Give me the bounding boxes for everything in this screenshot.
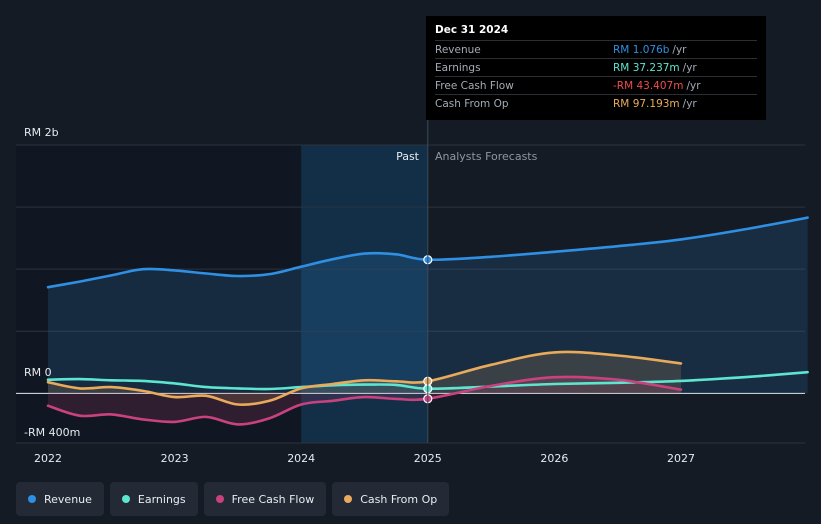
tooltip-unit: /yr — [682, 97, 697, 110]
y-label-bottom: -RM 400m — [24, 426, 80, 439]
tooltip-date: Dec 31 2024 — [435, 24, 509, 36]
tooltip-label: Cash From Op — [435, 97, 509, 110]
legend-label: Revenue — [44, 492, 92, 506]
hover-tooltip: Dec 31 2024 Revenue RM 1.076b /yr Earnin… — [426, 16, 766, 120]
tooltip-unit: /yr — [682, 61, 697, 74]
gridlines — [16, 144, 805, 444]
cash-from-op-line — [46, 350, 683, 406]
x-tick-label: 2024 — [287, 452, 315, 465]
tooltip-value: RM 37.237m — [613, 61, 680, 74]
legend-dot-icon — [28, 495, 36, 503]
x-tick-label: 2025 — [414, 452, 442, 465]
legend: Revenue Earnings Free Cash Flow Cash Fro… — [16, 482, 450, 516]
tooltip-value: RM 97.193m — [613, 97, 680, 110]
forecast-label: Analysts Forecasts — [435, 150, 538, 163]
legend-item-revenue[interactable]: Revenue — [16, 482, 104, 516]
legend-label: Cash From Op — [360, 492, 438, 506]
tooltip-row-free-cash-flow: Free Cash Flow -RM 43.407m /yr — [435, 76, 757, 94]
tooltip-label: Revenue — [435, 43, 481, 56]
legend-item-cash-from-op[interactable]: Cash From Op — [332, 482, 450, 516]
legend-dot-icon — [344, 495, 353, 503]
past-label: Past — [396, 150, 420, 163]
x-tick-label: 2027 — [667, 452, 695, 465]
legend-label: Earnings — [137, 492, 186, 506]
revenue-line — [46, 216, 809, 289]
legend-dot-icon — [121, 495, 130, 503]
chart: RM 2b RM 0 -RM 400m Past Analysts Foreca… — [16, 115, 809, 465]
legend-item-free-cash-flow[interactable]: Free Cash Flow — [203, 482, 327, 516]
y-label-top: RM 2b — [24, 126, 59, 139]
tooltip-label: Earnings — [435, 61, 481, 74]
x-tick-label: 2023 — [161, 452, 189, 465]
tooltip-row-cash-from-op: Cash From Op RM 97.193m /yr — [435, 94, 757, 112]
tooltip-unit: /yr — [672, 43, 687, 56]
tooltip-unit: /yr — [686, 79, 701, 92]
tooltip-row-earnings: Earnings RM 37.237m /yr — [435, 58, 757, 76]
legend-dot-icon — [215, 495, 224, 503]
tooltip-value: -RM 43.407m — [613, 79, 684, 92]
tooltip-label: Free Cash Flow — [435, 79, 514, 92]
tooltip-value: RM 1.076b — [613, 43, 670, 56]
x-tick-label: 2026 — [540, 452, 568, 465]
free-cash-flow-area — [48, 376, 681, 425]
x-axis-ticks: 2022 2023 2024 2025 2026 2027 — [34, 452, 695, 465]
x-tick-label: 2022 — [34, 452, 62, 465]
cash-from-op-area — [48, 351, 681, 405]
series-lines — [46, 216, 809, 426]
y-label-zero: RM 0 — [24, 366, 52, 379]
tooltip-row-revenue: Revenue RM 1.076b /yr — [435, 40, 757, 58]
legend-label: Free Cash Flow — [231, 492, 315, 506]
free-cash-flow-line — [46, 375, 683, 426]
legend-item-earnings[interactable]: Earnings — [109, 482, 198, 516]
